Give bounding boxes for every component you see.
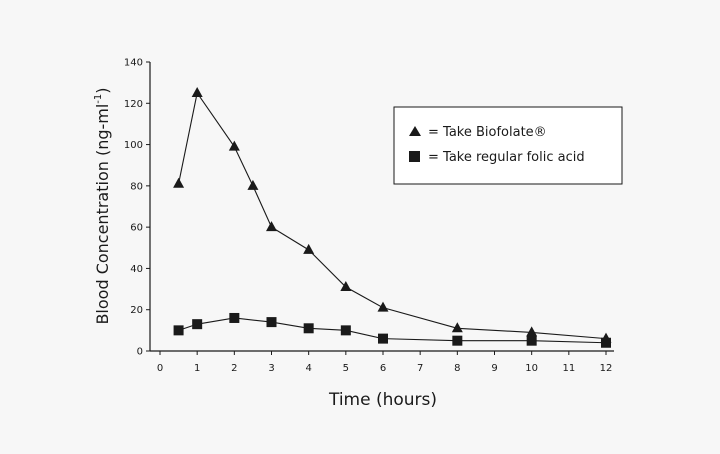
legend: = Take Biofolate® = Take regular folic a… bbox=[393, 106, 623, 185]
y-axis-title-superscript: -1 bbox=[93, 94, 104, 104]
data-point-square bbox=[526, 335, 537, 346]
data-point-square bbox=[340, 325, 351, 336]
x-tick-label: 2 bbox=[231, 363, 237, 374]
data-point-triangle bbox=[247, 179, 259, 190]
y-axis-title-close: ) bbox=[93, 87, 112, 93]
y-tick-label: 0 bbox=[137, 347, 143, 358]
y-tick-label: 40 bbox=[130, 264, 143, 275]
y-axis-title: Blood Concentration (ng-ml-1) bbox=[93, 87, 112, 324]
y-tick-label: 80 bbox=[130, 181, 143, 192]
legend-label-biofolate: = Take Biofolate® bbox=[428, 125, 547, 140]
data-point-triangle bbox=[173, 177, 185, 188]
y-axis-title-main: Blood Concentration (ng-ml bbox=[93, 104, 112, 325]
data-point-triangle bbox=[303, 243, 315, 254]
y-tick-label: 120 bbox=[124, 99, 143, 110]
x-tick-label: 0 bbox=[157, 363, 163, 374]
legend-triangle-marker bbox=[409, 126, 421, 136]
x-tick-label: 4 bbox=[305, 363, 311, 374]
x-tick-label: 1 bbox=[194, 363, 200, 374]
y-tick-label: 20 bbox=[130, 305, 143, 316]
series bbox=[173, 86, 612, 348]
y-tick-label: 100 bbox=[124, 140, 143, 151]
data-point-square bbox=[601, 337, 611, 348]
y-tick-label: 140 bbox=[124, 58, 143, 69]
data-point-triangle bbox=[266, 221, 277, 232]
legend-square-marker bbox=[409, 151, 420, 162]
data-point-square bbox=[452, 335, 463, 346]
y-ticks: 0 20 40 60 80 100 120 140 bbox=[124, 58, 150, 358]
x-axis-title: Time (hours) bbox=[328, 390, 437, 410]
data-point-square bbox=[378, 333, 388, 344]
x-tick-label: 12 bbox=[600, 363, 613, 374]
data-point-triangle bbox=[526, 326, 538, 337]
legend-box bbox=[393, 106, 623, 185]
x-tick-label: 11 bbox=[562, 363, 575, 374]
y-tick-label: 60 bbox=[130, 223, 143, 234]
data-point-triangle bbox=[228, 140, 240, 151]
x-tick-label: 3 bbox=[268, 363, 274, 374]
data-point-triangle bbox=[451, 322, 463, 333]
x-tick-label: 8 bbox=[454, 363, 460, 374]
x-tick-label: 10 bbox=[525, 363, 538, 374]
x-tick-label: 6 bbox=[380, 363, 386, 374]
data-point-square bbox=[229, 312, 240, 323]
x-tick-label: 5 bbox=[343, 363, 349, 374]
series-line-2 bbox=[178, 317, 607, 344]
data-point-square bbox=[173, 325, 184, 336]
data-point-triangle bbox=[340, 281, 352, 292]
x-tick-label: 9 bbox=[491, 363, 497, 374]
legend-label-folic-acid: = Take regular folic acid bbox=[428, 150, 585, 165]
axes bbox=[149, 62, 614, 352]
data-point-triangle bbox=[191, 86, 203, 97]
x-ticks: 0 1 2 3 4 5 6 7 8 9 10 11 12 bbox=[157, 351, 613, 374]
data-point-square bbox=[266, 317, 277, 328]
data-point-square bbox=[303, 323, 314, 334]
x-tick-label: 7 bbox=[417, 363, 423, 374]
data-point-triangle bbox=[377, 301, 389, 312]
data-point-square bbox=[192, 319, 203, 330]
